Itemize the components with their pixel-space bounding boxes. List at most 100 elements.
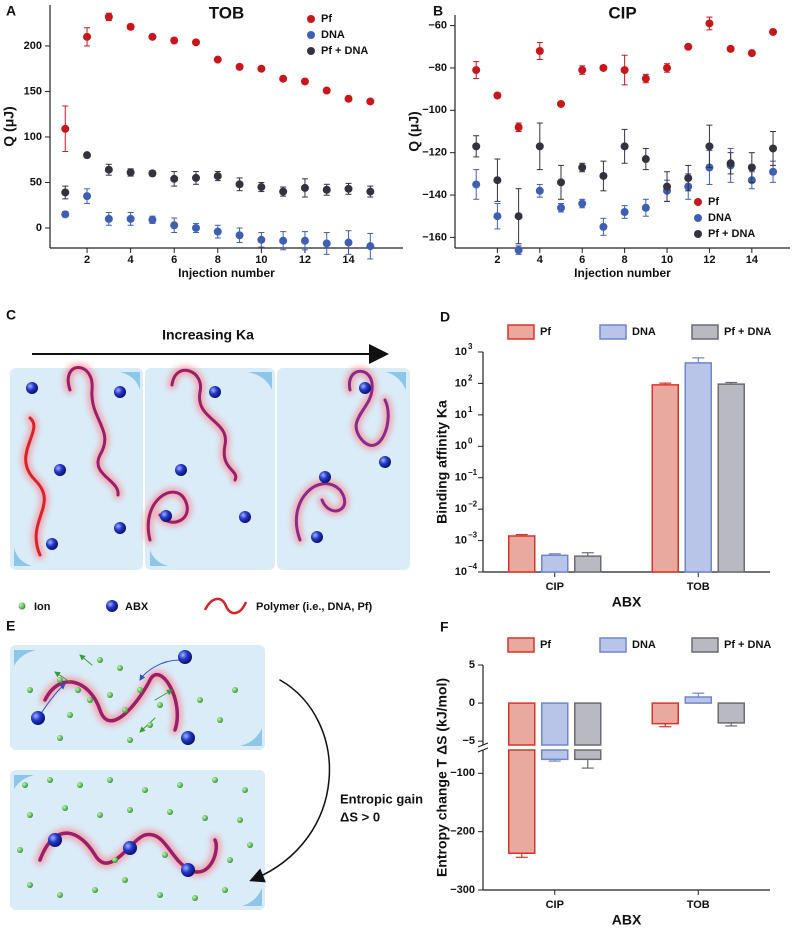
bar bbox=[508, 749, 536, 854]
polymers bbox=[21, 363, 393, 560]
y-tick-label: 10 bbox=[455, 503, 467, 515]
legend-swatch bbox=[507, 637, 535, 653]
legend-marker bbox=[694, 230, 702, 238]
y-tick-label: −200 bbox=[450, 826, 475, 838]
point bbox=[344, 184, 353, 193]
arrow-label: ΔS > 0 bbox=[340, 809, 380, 824]
x-tick-label: 4 bbox=[128, 254, 135, 266]
point bbox=[322, 86, 331, 95]
x-tick-label: 14 bbox=[746, 254, 759, 266]
legend-label: DNA bbox=[708, 212, 732, 224]
point bbox=[620, 66, 629, 75]
error-bar bbox=[515, 533, 528, 536]
point bbox=[344, 94, 353, 103]
y-axis-label: Q (μJ) bbox=[406, 111, 422, 151]
point bbox=[472, 142, 481, 151]
point bbox=[279, 236, 288, 245]
arrow-label: Entropic gain bbox=[340, 791, 423, 806]
point bbox=[747, 163, 756, 172]
bar bbox=[717, 702, 745, 724]
panel-label: D bbox=[440, 309, 450, 325]
point bbox=[191, 173, 200, 182]
y-axis-label: Entropy change T ΔS (kJ/mol) bbox=[434, 678, 450, 877]
legend-label: DNA bbox=[632, 639, 656, 651]
point bbox=[300, 183, 309, 192]
y-tick-exponent: −3 bbox=[468, 531, 478, 540]
x-tick-label: 10 bbox=[661, 254, 673, 266]
point bbox=[235, 231, 244, 240]
point bbox=[126, 168, 135, 177]
y-tick-label: 10 bbox=[455, 440, 467, 452]
point bbox=[641, 155, 650, 164]
legend-ion bbox=[18, 602, 26, 610]
error-bar bbox=[581, 552, 594, 557]
legend-label: Pf + DNA bbox=[321, 45, 368, 57]
legend-label: Pf + DNA bbox=[724, 639, 771, 651]
point bbox=[104, 12, 113, 21]
point bbox=[213, 172, 222, 181]
point bbox=[705, 142, 714, 151]
error-bar bbox=[548, 759, 561, 762]
point bbox=[493, 91, 502, 100]
x-tick-label: 14 bbox=[342, 254, 355, 266]
y-tick-exponent: −4 bbox=[468, 562, 478, 571]
x-tick-label: 8 bbox=[215, 254, 221, 266]
x-axis-label: ABX bbox=[612, 912, 642, 928]
point bbox=[257, 183, 266, 192]
y-tick-exponent: 0 bbox=[468, 436, 473, 445]
point bbox=[126, 22, 135, 31]
y-tick-label: 10 bbox=[455, 566, 467, 578]
bar bbox=[684, 362, 712, 573]
point bbox=[191, 38, 200, 47]
bar bbox=[574, 702, 602, 746]
y-tick-label: 10 bbox=[455, 534, 467, 546]
point bbox=[557, 203, 566, 212]
x-axis-label: Injection number bbox=[574, 266, 671, 280]
point bbox=[300, 236, 309, 245]
bar bbox=[717, 383, 745, 573]
point bbox=[705, 19, 714, 28]
y-tick-label: 5 bbox=[469, 659, 475, 671]
point bbox=[726, 44, 735, 53]
point bbox=[769, 27, 778, 36]
y-tick-label: −100 bbox=[450, 767, 475, 779]
legend-swatch bbox=[599, 324, 627, 340]
bar bbox=[541, 702, 569, 746]
point bbox=[279, 74, 288, 83]
point bbox=[535, 47, 544, 56]
y-tick-label: −5 bbox=[462, 735, 475, 747]
point bbox=[366, 97, 375, 106]
point bbox=[344, 238, 353, 247]
bar bbox=[508, 535, 536, 573]
point bbox=[557, 178, 566, 187]
panel-label: F bbox=[440, 619, 449, 635]
y-tick-exponent: −2 bbox=[468, 499, 478, 508]
point bbox=[769, 167, 778, 176]
point bbox=[535, 142, 544, 151]
point bbox=[472, 180, 481, 189]
x-axis-label: ABX bbox=[612, 594, 642, 610]
legend-swatch bbox=[691, 637, 719, 653]
point bbox=[83, 151, 92, 160]
point bbox=[170, 174, 179, 183]
y-tick-exponent: 3 bbox=[468, 342, 473, 351]
panel-label: B bbox=[433, 3, 443, 19]
point bbox=[493, 212, 502, 221]
point bbox=[83, 192, 92, 201]
point bbox=[663, 182, 672, 191]
corners bbox=[14, 372, 406, 566]
legend-marker bbox=[694, 198, 702, 206]
x-axis-label: Injection number bbox=[178, 266, 275, 280]
x-tick-label: 6 bbox=[579, 254, 585, 266]
bar bbox=[651, 702, 679, 725]
legend-polymer bbox=[203, 597, 248, 615]
point bbox=[300, 77, 309, 86]
point bbox=[170, 221, 179, 230]
point bbox=[213, 227, 222, 236]
axis-break bbox=[477, 747, 489, 753]
legend-label: ABX bbox=[125, 601, 149, 613]
point bbox=[366, 242, 375, 251]
x-tick-label: CIP bbox=[546, 581, 564, 593]
y-tick-label: 10 bbox=[455, 346, 467, 358]
point bbox=[148, 32, 157, 41]
